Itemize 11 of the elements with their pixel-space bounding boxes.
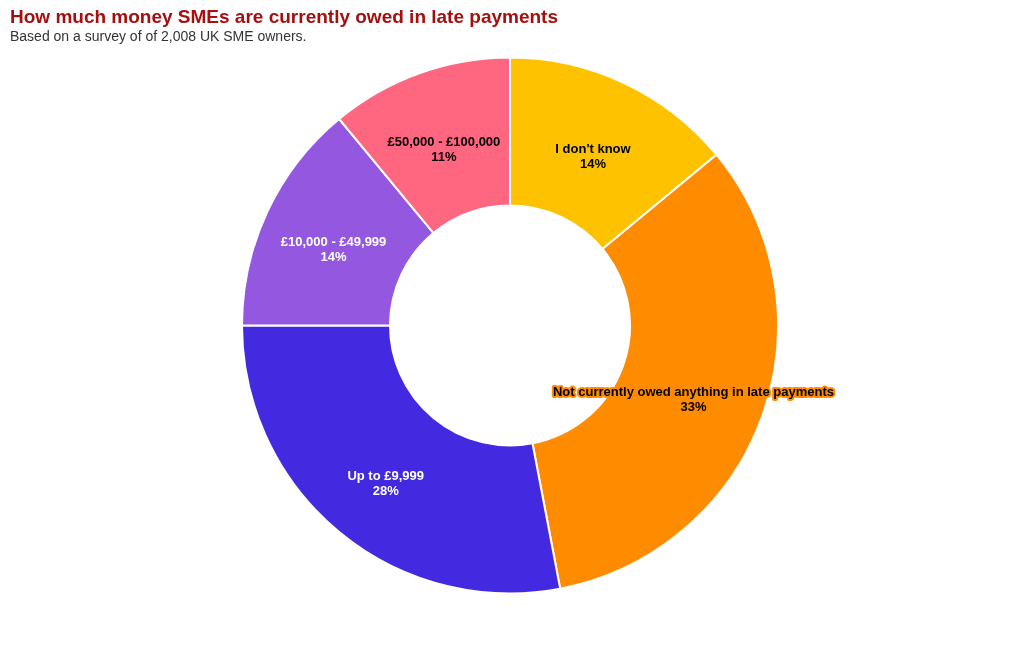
data-label: 28%: [372, 482, 400, 498]
slice-label: £10,000 - £49,999: [280, 234, 387, 250]
data-label: 33%: [680, 398, 707, 414]
chart-title: How much money SMEs are currently owed in late payments: [10, 6, 558, 27]
slice-label: £50,000 - £100,000: [387, 134, 501, 150]
chart-subtitle: Based on a survey of of 2,008 UK SME owners.: [10, 28, 307, 44]
data-label: 14%: [320, 249, 347, 265]
data-label: 14%: [580, 156, 607, 172]
slice-label: Up to £9,999: [347, 467, 424, 483]
slice-label: I don't know: [555, 141, 632, 157]
data-label: 11%: [431, 149, 458, 165]
